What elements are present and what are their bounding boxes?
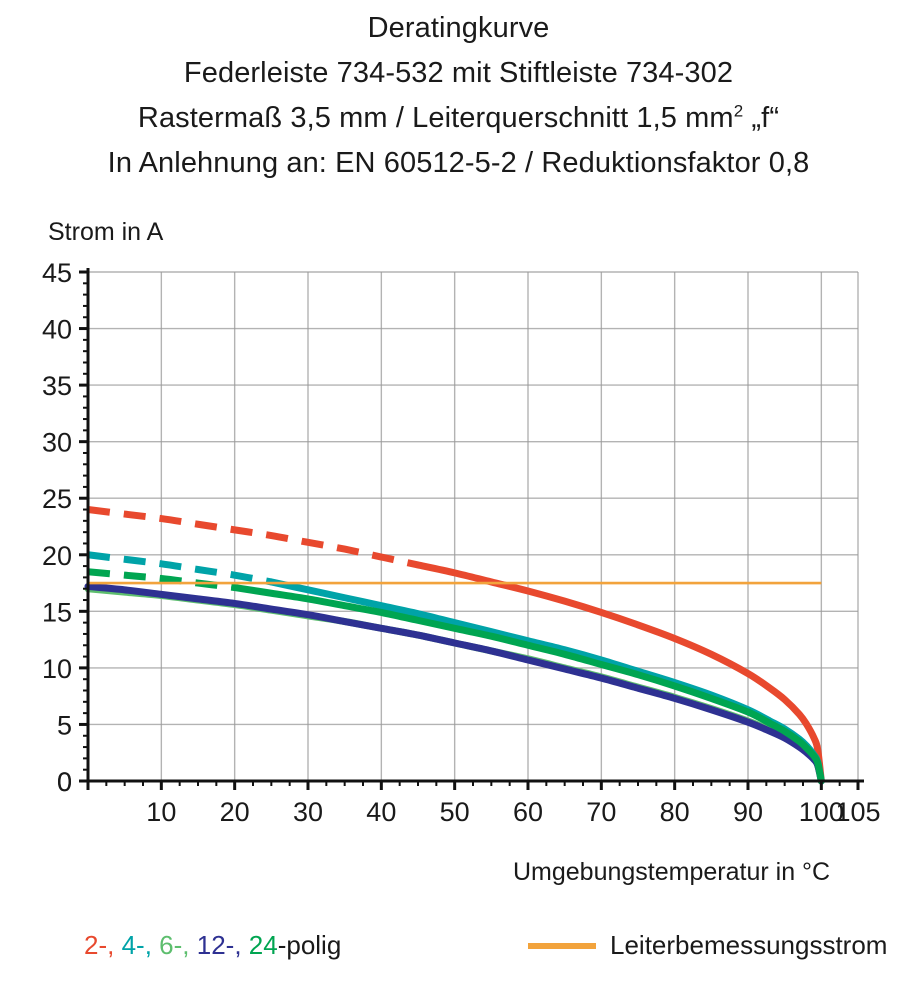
x-tick-label: 20 [220, 797, 250, 827]
legend-line-swatch [528, 942, 596, 949]
x-tick-label: 105 [835, 797, 880, 827]
x-tick-label: 70 [586, 797, 616, 827]
y-tick-label: 5 [57, 710, 72, 740]
series-line-dashed-2-polig [87, 506, 419, 569]
x-tick-label: 90 [733, 797, 763, 827]
legend-pole-count-1: 4-, [121, 930, 152, 960]
x-tick-label: 100 [799, 797, 844, 827]
series-line-dashed-4-polig [87, 551, 272, 586]
y-tick-label: 40 [42, 315, 72, 345]
y-tick-label: 0 [57, 767, 72, 797]
legend-pole-count-0: 2-, [84, 930, 115, 960]
y-tick-label: 10 [42, 654, 72, 684]
axis-layer [79, 268, 864, 790]
legend-poles: 2-, 4-, 6-, 12-, 24-polig [84, 930, 341, 961]
y-tick-label: 30 [42, 428, 72, 458]
title-line-1: Deratingkurve [367, 12, 550, 44]
y-tick-label: 35 [42, 371, 72, 401]
y-tick-label: 45 [42, 258, 72, 288]
chart-legend: 2-, 4-, 6-, 12-, 24-polig Leiterbemessun… [0, 930, 917, 985]
legend-pole-count-2: 6-, [159, 930, 190, 960]
legend-rated-current: Leiterbemessungsstrom [528, 930, 887, 961]
y-tick-label: 20 [42, 541, 72, 571]
series-layer [84, 506, 825, 785]
y-tick-label: 15 [42, 597, 72, 627]
chart-title-block: Deratingkurve Federleiste 734-532 mit St… [0, 6, 917, 186]
y-axis-caption: Strom in A [48, 218, 164, 246]
title-line-4: In Anlehnung an: EN 60512-5-2 / Reduktio… [107, 147, 810, 179]
x-tick-label: 80 [660, 797, 690, 827]
legend-pole-count-3: 12-, [196, 930, 242, 960]
series-line-12-polig [84, 582, 825, 785]
legend-pole-count-4: 24 [248, 930, 278, 960]
series-line-solid-2-polig [414, 561, 825, 785]
y-tick-label: 25 [42, 484, 72, 514]
title-line-3: Rastermaß 3,5 mm / Leiterquerschnitt 1,5… [0, 96, 917, 141]
x-tick-label: 60 [513, 797, 543, 827]
title-line-3-main: Rastermaß 3,5 mm / Leiterquerschnitt 1,5… [137, 102, 734, 134]
title-line-2: Federleiste 734-532 mit Stiftleiste 734-… [183, 57, 734, 89]
x-tick-label: 40 [366, 797, 396, 827]
title-line-3-tail: „f“ [743, 102, 780, 134]
x-tick-label: 0 [57, 767, 72, 797]
x-tick-label: 50 [440, 797, 470, 827]
x-axis-caption: Umgebungstemperatur in °C [513, 858, 831, 886]
x-tick-label: 10 [146, 797, 176, 827]
title-line-3-superscript: 2 [733, 101, 744, 121]
series-line-dashed-24-polig [87, 568, 236, 592]
legend-poles-suffix: -polig [277, 930, 342, 960]
legend-rated-label: Leiterbemessungsstrom [610, 930, 888, 960]
x-tick-label: 30 [293, 797, 323, 827]
series-line-solid-24-polig [231, 584, 825, 785]
